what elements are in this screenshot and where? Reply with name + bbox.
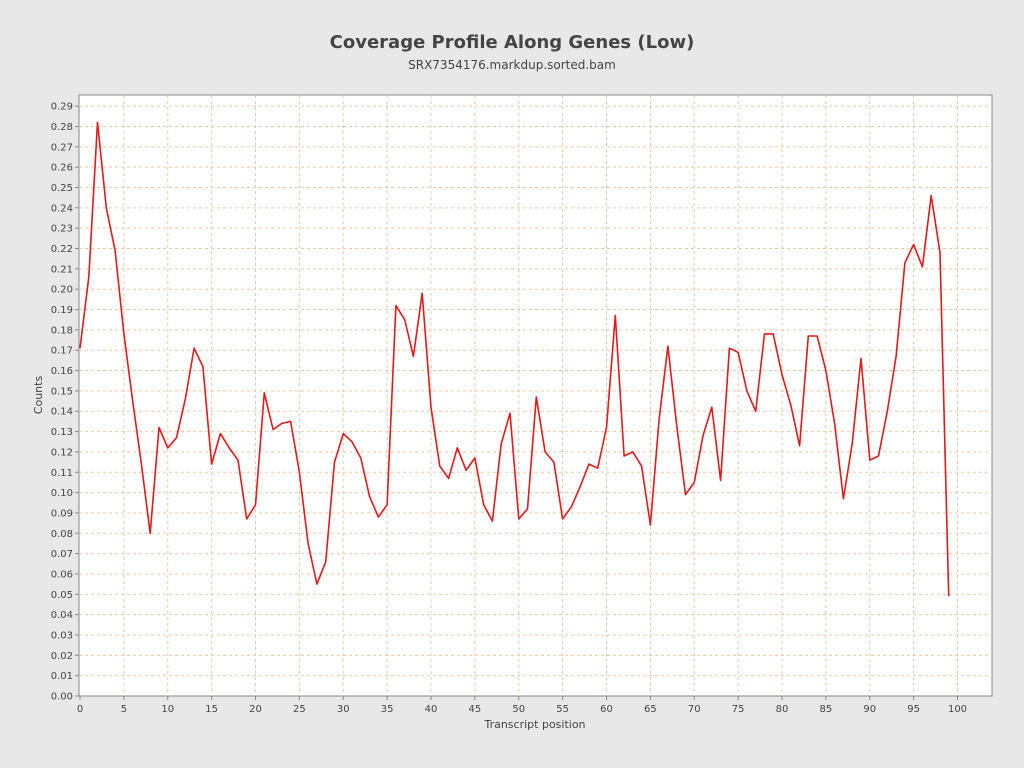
y-tick-label: 0.28 <box>51 122 73 133</box>
x-tick-label: 75 <box>732 704 745 715</box>
x-tick-label: 60 <box>600 704 613 715</box>
chart-title: Coverage Profile Along Genes (Low) <box>330 32 695 53</box>
y-tick-label: 0.14 <box>51 407 73 418</box>
series-layer <box>79 121 950 597</box>
x-tick-label: 25 <box>293 704 306 715</box>
y-tick-label: 0.21 <box>51 264 73 275</box>
y-tick-label: 0.25 <box>51 183 73 194</box>
y-tick-label: 0.19 <box>51 305 73 316</box>
y-tick-label: 0.15 <box>51 386 73 397</box>
y-tick-label: 0.17 <box>51 346 73 357</box>
y-tick-label: 0.10 <box>51 488 73 499</box>
y-tick-label: 0.26 <box>51 163 73 174</box>
x-tick-label: 0 <box>77 704 83 715</box>
y-tick-label: 0.06 <box>51 569 73 580</box>
plot-area <box>78 94 993 697</box>
y-tick-label: 0.03 <box>51 630 73 641</box>
y-tick-label: 0.24 <box>51 203 73 214</box>
y-tick-label: 0.01 <box>51 671 73 682</box>
y-tick-label: 0.27 <box>51 142 73 153</box>
y-tick-label: 0.29 <box>51 102 73 113</box>
y-tick-label: 0.11 <box>51 468 73 479</box>
x-tick-label: 90 <box>863 704 876 715</box>
axes: 0 5 10 15 20 25 30 35 40 45 50 55 60 65 70 75 80 85 90 95 10… <box>51 102 967 715</box>
y-tick-label: 0.04 <box>51 610 73 621</box>
y-tick-label: 0.23 <box>51 224 73 235</box>
x-tick-label: 30 <box>337 704 350 715</box>
x-tick-label: 50 <box>512 704 525 715</box>
x-tick-label: 70 <box>688 704 701 715</box>
y-tick-label: 0.07 <box>51 549 73 560</box>
y-tick-label: 0.02 <box>51 651 73 662</box>
y-tick-label: 0.12 <box>51 447 73 458</box>
y-tick-label: 0.00 <box>51 692 73 703</box>
grid <box>79 95 992 696</box>
y-tick-label: 0.22 <box>51 244 73 255</box>
x-tick-label: 45 <box>469 704 482 715</box>
x-tick-label: 40 <box>425 704 438 715</box>
x-tick-label: 55 <box>556 704 569 715</box>
y-tick-label: 0.16 <box>51 366 73 377</box>
x-tick-label: 5 <box>121 704 127 715</box>
y-tick-label: 0.20 <box>51 285 73 296</box>
chart-subtitle: SRX7354176.markdup.sorted.bam <box>408 58 616 72</box>
x-tick-label: 95 <box>907 704 920 715</box>
x-axis-label: Transcript position <box>483 718 585 731</box>
x-tick-label: 35 <box>381 704 394 715</box>
y-tick-label: 0.05 <box>51 590 73 601</box>
x-tick-label: 10 <box>161 704 174 715</box>
y-tick-label: 0.09 <box>51 508 73 519</box>
y-tick-label: 0.08 <box>51 529 73 540</box>
x-tick-label: 85 <box>820 704 833 715</box>
x-tick-label: 65 <box>644 704 657 715</box>
y-tick-label: 0.18 <box>51 325 73 336</box>
y-axis-label: Counts <box>32 376 45 415</box>
x-tick-label: 15 <box>205 704 218 715</box>
x-tick-label: 20 <box>249 704 262 715</box>
x-tick-label: 100 <box>948 704 967 715</box>
series-line-0 <box>79 121 950 597</box>
y-tick-label: 0.13 <box>51 427 73 438</box>
x-tick-label: 80 <box>776 704 789 715</box>
